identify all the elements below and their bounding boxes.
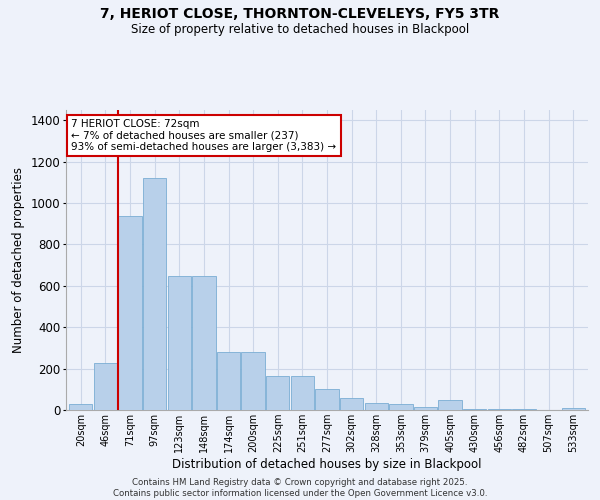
Text: 7, HERIOT CLOSE, THORNTON-CLEVELEYS, FY5 3TR: 7, HERIOT CLOSE, THORNTON-CLEVELEYS, FY5… [100, 8, 500, 22]
Bar [290, 376, 314, 410]
Bar [241, 352, 265, 410]
Bar [439, 400, 462, 410]
Bar [365, 403, 388, 410]
Text: Contains HM Land Registry data © Crown copyright and database right 2025.
Contai: Contains HM Land Registry data © Crown c… [113, 478, 487, 498]
Text: 7 HERIOT CLOSE: 72sqm
← 7% of detached houses are smaller (237)
93% of semi-deta: 7 HERIOT CLOSE: 72sqm ← 7% of detached h… [71, 119, 337, 152]
Bar [69, 404, 92, 410]
Bar [266, 376, 289, 410]
X-axis label: Distribution of detached houses by size in Blackpool: Distribution of detached houses by size … [172, 458, 482, 471]
Bar [340, 398, 364, 410]
Text: Size of property relative to detached houses in Blackpool: Size of property relative to detached ho… [131, 22, 469, 36]
Bar [488, 409, 511, 410]
Y-axis label: Number of detached properties: Number of detached properties [12, 167, 25, 353]
Bar [143, 178, 166, 410]
Bar [512, 409, 536, 410]
Bar [562, 408, 585, 410]
Bar [217, 352, 240, 410]
Bar [192, 276, 215, 410]
Bar [463, 409, 487, 410]
Bar [118, 216, 142, 410]
Bar [167, 276, 191, 410]
Bar [414, 407, 437, 410]
Bar [389, 404, 413, 410]
Bar [94, 364, 117, 410]
Bar [316, 390, 338, 410]
